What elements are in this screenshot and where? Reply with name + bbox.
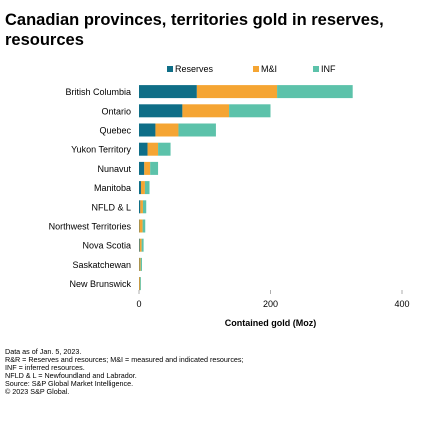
bar-ontario-mandi — [182, 104, 230, 118]
legend-item-inf: INF — [313, 64, 336, 74]
category-label-manitoba: Manitoba — [94, 183, 131, 193]
x-tick-label-400: 400 — [394, 299, 409, 309]
bar-new-brunswick-mandi — [139, 277, 141, 291]
bar-northwest-territories-inf — [142, 219, 146, 233]
legend-swatch-mi — [253, 66, 259, 72]
bar-nunavut-inf — [150, 161, 159, 175]
category-label-new-brunswick: New Brunswick — [69, 279, 131, 289]
bar-manitoba-reserves — [139, 181, 141, 195]
legend: Reserves M&I INF — [0, 64, 425, 78]
note-source: Source: S&P Global Market Intelligence. — [5, 379, 134, 389]
x-tick-label-200: 200 — [263, 299, 278, 309]
bar-quebec-inf — [178, 123, 216, 137]
note-copyright: © 2023 S&P Global. — [5, 387, 70, 397]
bar-nfld-and-l-inf — [142, 200, 147, 214]
category-label-northwest-territories: Northwest Territories — [49, 222, 132, 232]
bar-nunavut-reserves — [139, 161, 145, 175]
bar-quebec-mandi — [155, 123, 179, 137]
bar-manitoba-mandi — [140, 181, 145, 195]
bar-chart: British Columbia Ontario Quebec Yukon Terri… — [49, 85, 410, 328]
bar-ontario-reserves — [139, 104, 183, 118]
bar-nfld-and-l-reserves — [139, 200, 141, 214]
x-tick-label-0: 0 — [136, 299, 141, 309]
bar-yukon-territory-mandi — [147, 142, 159, 156]
note-nfld-definition: NFLD & L = Newfoundland and Labrador. — [5, 371, 137, 381]
legend-item-reserves: Reserves — [167, 64, 213, 74]
category-label-british-columbia: British Columbia — [65, 87, 131, 97]
chart-title: Canadian provinces, territories gold in … — [5, 11, 384, 49]
bar-nunavut-mandi — [144, 161, 151, 175]
bar-new-brunswick-inf — [140, 277, 141, 291]
bar-ontario-inf — [229, 104, 271, 118]
bar-british-columbia-mandi — [196, 85, 278, 99]
note-data-date: Data as of Jan. 5, 2023. — [5, 347, 82, 356]
category-label-ontario: Ontario — [101, 106, 131, 116]
bar-nfld-and-l-mandi — [140, 200, 143, 214]
bar-british-columbia-reserves — [139, 85, 197, 99]
category-label-quebec: Quebec — [99, 126, 131, 136]
bar-british-columbia-inf — [277, 85, 353, 99]
bar-quebec-reserves — [139, 123, 156, 137]
bar-nova-scotia-reserves — [139, 238, 140, 252]
category-label-yukon-territory: Yukon Territory — [71, 145, 131, 155]
bar-saskatchewan-inf — [140, 257, 142, 271]
note-rr-definition: R&R = Reserves and resources; M&I = meas… — [5, 355, 244, 365]
chart-notes: Data as of Jan. 5, 2023. R&R = Reserves … — [5, 347, 420, 397]
bar-manitoba-inf — [144, 181, 150, 195]
legend-label-mi: M&I — [261, 64, 278, 74]
bar-yukon-territory-reserves — [139, 142, 148, 156]
bar-nova-scotia-mandi — [139, 238, 142, 252]
bar-saskatchewan-mandi — [139, 257, 141, 271]
category-label-nova-scotia: Nova Scotia — [82, 241, 131, 251]
category-label-saskatchewan: Saskatchewan — [72, 260, 131, 270]
bar-yukon-territory-inf — [158, 142, 171, 156]
bar-nova-scotia-inf — [141, 238, 144, 252]
note-inf-definition: INF = inferred resources. — [5, 363, 85, 373]
legend-label-inf: INF — [321, 64, 336, 74]
legend-item-mi: M&I — [253, 64, 277, 74]
bar-northwest-territories-mandi — [139, 219, 143, 233]
legend-swatch-inf — [313, 66, 319, 72]
x-axis-label: Contained gold (Moz) — [225, 318, 316, 328]
category-label-nunavut: Nunavut — [97, 164, 131, 174]
category-label-nfld-and-l: NFLD & L — [91, 202, 131, 212]
legend-swatch-reserves — [167, 66, 173, 72]
legend-label-reserves: Reserves — [175, 64, 214, 74]
